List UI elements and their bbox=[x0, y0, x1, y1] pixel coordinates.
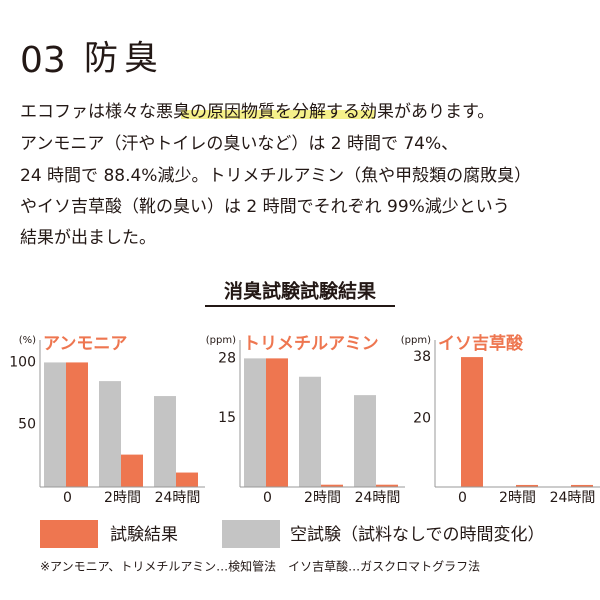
x-tick-label: 2時間 bbox=[304, 490, 341, 506]
y-tick-label: 28 bbox=[218, 350, 236, 366]
x-tick-label: 24時間 bbox=[355, 490, 401, 506]
paragraph-text: 24 時間で 88.4%減少。トリメチルアミン（魚や甲殻類の腐敗臭） bbox=[20, 166, 531, 186]
bar bbox=[44, 362, 66, 487]
text-part: する効果があります。 bbox=[326, 102, 494, 122]
bar bbox=[321, 484, 343, 487]
axis-unit: (%) bbox=[19, 335, 36, 346]
bar bbox=[266, 358, 288, 487]
highlight bbox=[181, 110, 375, 119]
paragraph-text: アンモニア（汗やトイレの臭いなど）は 2 時間で 74%、 bbox=[20, 134, 458, 154]
legend-swatch bbox=[40, 520, 98, 548]
axis-unit: (ppm) bbox=[206, 335, 236, 346]
y-tick-label: 20 bbox=[413, 411, 431, 427]
x-tick-label: 0 bbox=[63, 490, 72, 506]
bar bbox=[154, 396, 176, 487]
bar bbox=[571, 484, 593, 487]
bar bbox=[354, 395, 376, 487]
text-part: エコファは様々な bbox=[20, 102, 156, 122]
y-tick-label: 50 bbox=[18, 417, 36, 433]
x-tick-label: 24時間 bbox=[155, 490, 201, 506]
highlighted-text: 悪臭の原因物質を分解 bbox=[156, 102, 326, 122]
bar bbox=[299, 376, 321, 487]
legend-swatch bbox=[222, 520, 280, 548]
section-number: 03 bbox=[20, 40, 66, 81]
chart-title: イソ吉草酸 bbox=[438, 333, 524, 354]
legend-label: 空試験（試料なしでの時間変化） bbox=[290, 525, 545, 545]
paragraph-text: 結果が出ました。 bbox=[20, 228, 156, 248]
x-tick-label: 2時間 bbox=[499, 490, 536, 506]
chart-section-title: 消臭試験試験結果 bbox=[224, 280, 376, 303]
x-tick-label: 0 bbox=[458, 490, 467, 506]
x-tick-label: 0 bbox=[263, 490, 272, 506]
paragraph-text: エコファは様々な悪臭の原因物質を分解する効果があります。 bbox=[20, 102, 494, 122]
bar bbox=[99, 381, 121, 487]
bar bbox=[461, 357, 483, 487]
y-tick-label: 15 bbox=[218, 410, 236, 426]
axis-unit: (ppm) bbox=[401, 335, 431, 346]
bar bbox=[66, 362, 88, 487]
paragraph-text: やイソ吉草酸（靴の臭い）は 2 時間でそれぞれ 99%減少という bbox=[20, 197, 510, 217]
chart-title: アンモニア bbox=[43, 334, 127, 354]
y-tick-label: 100 bbox=[9, 354, 36, 370]
footnote: ※アンモニア、トリメチルアミン…検知管法 イソ吉草酸…ガスクロマトグラフ法 bbox=[40, 559, 480, 574]
y-tick-label: 38 bbox=[413, 349, 431, 365]
bar bbox=[244, 358, 266, 487]
chart-title: トリメチルアミン bbox=[243, 334, 379, 354]
section-title: 防臭 bbox=[84, 39, 164, 79]
bar bbox=[376, 484, 398, 487]
bar bbox=[516, 484, 538, 487]
bar bbox=[121, 454, 143, 487]
x-tick-label: 24時間 bbox=[550, 490, 596, 506]
legend-label: 試験結果 bbox=[110, 525, 178, 545]
bar bbox=[176, 472, 198, 487]
x-tick-label: 2時間 bbox=[104, 490, 141, 506]
